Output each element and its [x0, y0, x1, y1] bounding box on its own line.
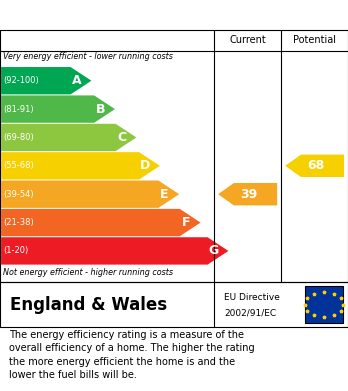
- Text: (1-20): (1-20): [3, 246, 29, 255]
- Text: 2002/91/EC: 2002/91/EC: [224, 309, 277, 318]
- Bar: [304, 285, 343, 323]
- Text: (92-100): (92-100): [3, 76, 39, 85]
- Polygon shape: [218, 183, 277, 205]
- Text: C: C: [117, 131, 126, 144]
- Polygon shape: [1, 152, 160, 179]
- Polygon shape: [1, 237, 228, 265]
- Polygon shape: [285, 154, 344, 177]
- Text: Energy Efficiency Rating: Energy Efficiency Rating: [9, 6, 238, 24]
- Polygon shape: [1, 181, 179, 208]
- Text: F: F: [182, 216, 190, 229]
- Text: (21-38): (21-38): [3, 218, 34, 227]
- Text: (55-68): (55-68): [3, 161, 34, 170]
- Text: (39-54): (39-54): [3, 190, 34, 199]
- Text: E: E: [160, 188, 169, 201]
- Text: 39: 39: [240, 188, 258, 201]
- Text: Current: Current: [229, 35, 266, 45]
- Text: Potential: Potential: [293, 35, 336, 45]
- Text: (69-80): (69-80): [3, 133, 34, 142]
- Text: Not energy efficient - higher running costs: Not energy efficient - higher running co…: [3, 269, 174, 278]
- Text: (81-91): (81-91): [3, 104, 34, 114]
- Text: Very energy efficient - lower running costs: Very energy efficient - lower running co…: [3, 52, 173, 61]
- Text: England & Wales: England & Wales: [10, 296, 168, 314]
- Polygon shape: [1, 67, 92, 94]
- Text: 68: 68: [307, 159, 324, 172]
- Text: EU Directive: EU Directive: [224, 293, 280, 302]
- Text: The energy efficiency rating is a measure of the
overall efficiency of a home. T: The energy efficiency rating is a measur…: [9, 330, 254, 380]
- Polygon shape: [1, 95, 115, 123]
- Text: D: D: [140, 159, 150, 172]
- Polygon shape: [1, 124, 136, 151]
- Text: G: G: [209, 244, 219, 257]
- Text: B: B: [96, 102, 105, 116]
- Polygon shape: [1, 209, 200, 236]
- Text: A: A: [72, 74, 82, 87]
